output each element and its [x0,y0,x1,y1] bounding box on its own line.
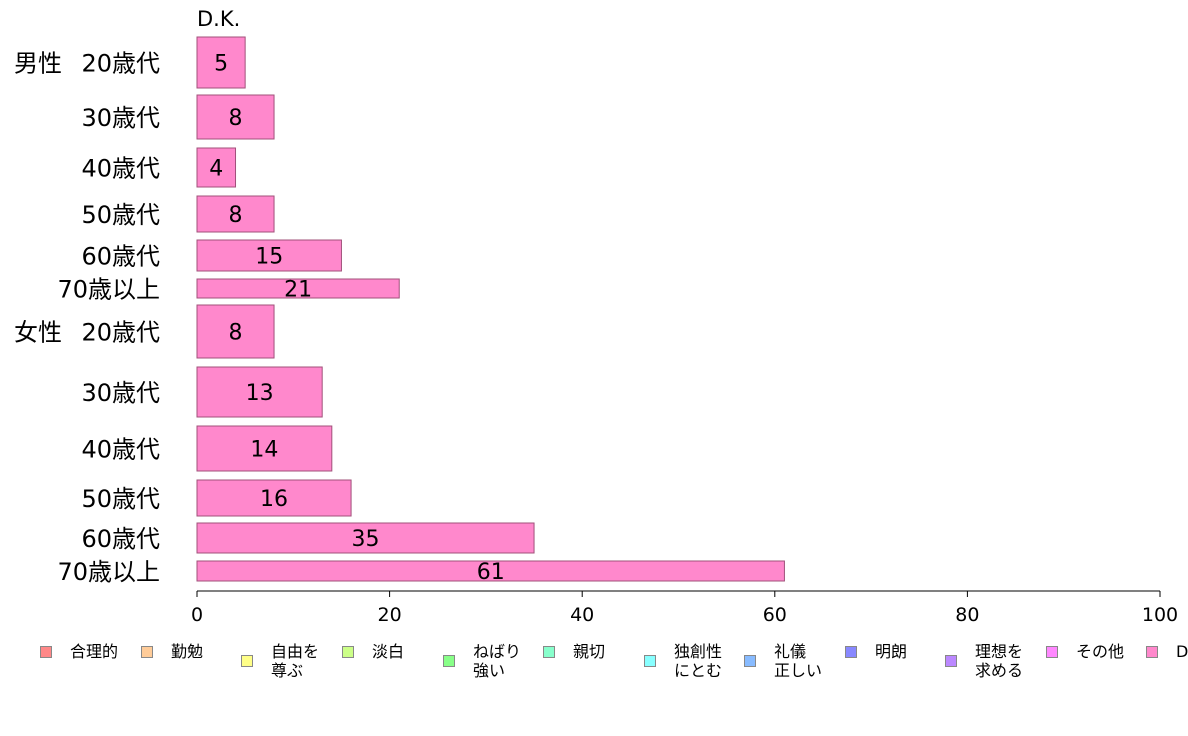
category-label: 70歳以上 [57,276,160,304]
legend-item: 親切 [543,642,605,661]
legend-swatch [845,645,857,658]
data-label: 14 [250,438,278,463]
x-tick-label: 100 [1142,604,1178,626]
legend-label: 礼儀 正しい [774,642,823,680]
legend-item: 礼儀 正しい [744,642,822,680]
data-label: 61 [477,560,505,585]
legend-item: 理想を 求める [945,642,1023,680]
legend-label: その他 [1076,642,1125,661]
legend-item: 勤勉 [141,642,203,661]
category-label: 40歳代 [81,155,160,183]
legend-label: 勤勉 [171,642,204,661]
x-tick-label: 20 [378,604,402,626]
group-label: 女性 [14,319,62,347]
legend-item: 淡白 [342,642,404,661]
category-label: 50歳代 [81,485,160,513]
legend-label: 合理的 [70,642,119,661]
data-label: 8 [229,106,243,131]
category-label: 20歳代 [81,50,160,78]
bar [196,425,333,472]
legend-swatch [443,655,455,667]
data-label: 21 [284,278,312,303]
category-label: 70歳以上 [57,558,160,586]
legend-label: 独創性 にとむ [674,642,723,680]
data-label: 35 [352,527,380,552]
data-label: 8 [229,321,243,346]
bar [196,560,785,582]
legend-item: D [1146,642,1188,661]
legend-label: ねばり 強い [473,642,522,680]
legend-swatch [744,655,756,667]
legend-item: その他 [1046,642,1124,661]
category-label: 40歳代 [81,436,160,464]
data-label: 5 [214,52,228,77]
bar [196,304,275,359]
group-label: 男性 [14,50,62,78]
x-tick-label: 80 [955,604,979,626]
legend-swatch [1146,645,1158,658]
legend-item: 明朗 [845,642,907,661]
bar [196,366,323,418]
legend-label: 自由を 尊ぶ [271,642,320,680]
legend-item: ねばり 強い [443,642,521,680]
bar [196,239,342,272]
legend-swatch [543,645,555,658]
bar [196,278,400,299]
bar [196,195,275,233]
legend-swatch [945,655,957,667]
category-label: 60歳代 [81,525,160,553]
legend-item: 独創性 にとむ [644,642,722,680]
data-label: 4 [209,157,223,182]
category-label: 20歳代 [81,319,160,347]
category-label: 30歳代 [81,379,160,407]
legend-swatch [141,645,153,658]
category-label: 60歳代 [81,243,160,271]
legend-item: 自由を 尊ぶ [241,642,319,680]
data-label: 13 [246,381,274,406]
x-tick-label: 0 [191,604,203,626]
legend-swatch [241,655,253,667]
category-label: 30歳代 [81,104,160,132]
data-label: 8 [229,203,243,228]
bar [196,479,352,517]
legend-swatch [1046,645,1058,658]
legend-label: D [1176,642,1188,661]
bar [196,147,237,188]
legend-swatch [342,645,354,658]
legend-swatch [40,645,52,658]
legend-item: 合理的 [40,642,118,661]
data-label: 15 [255,245,283,270]
x-tick-label: 40 [570,604,594,626]
chart-legend: 合理的 勤勉 自由を 尊ぶ 淡白 ねばり 強い 親切 独創性 にとむ 礼儀 正しい 明朗 理想を 求める その… [0,640,1188,690]
legend-swatch [644,655,656,667]
data-label: 16 [260,487,288,512]
chart-title: D.K. [197,7,240,31]
legend-label: 明朗 [875,642,908,661]
legend-label: 理想を 求める [975,642,1024,680]
category-label: 50歳代 [81,201,160,229]
bar [196,522,535,554]
bar [196,36,246,89]
bar [196,94,275,140]
legend-label: 淡白 [372,642,405,661]
legend-label: 親切 [573,642,606,661]
x-tick-label: 60 [763,604,787,626]
bar-chart: D.K.520歳代男性830歳代440歳代850歳代1560歳代2170歳以上8… [14,7,1178,626]
